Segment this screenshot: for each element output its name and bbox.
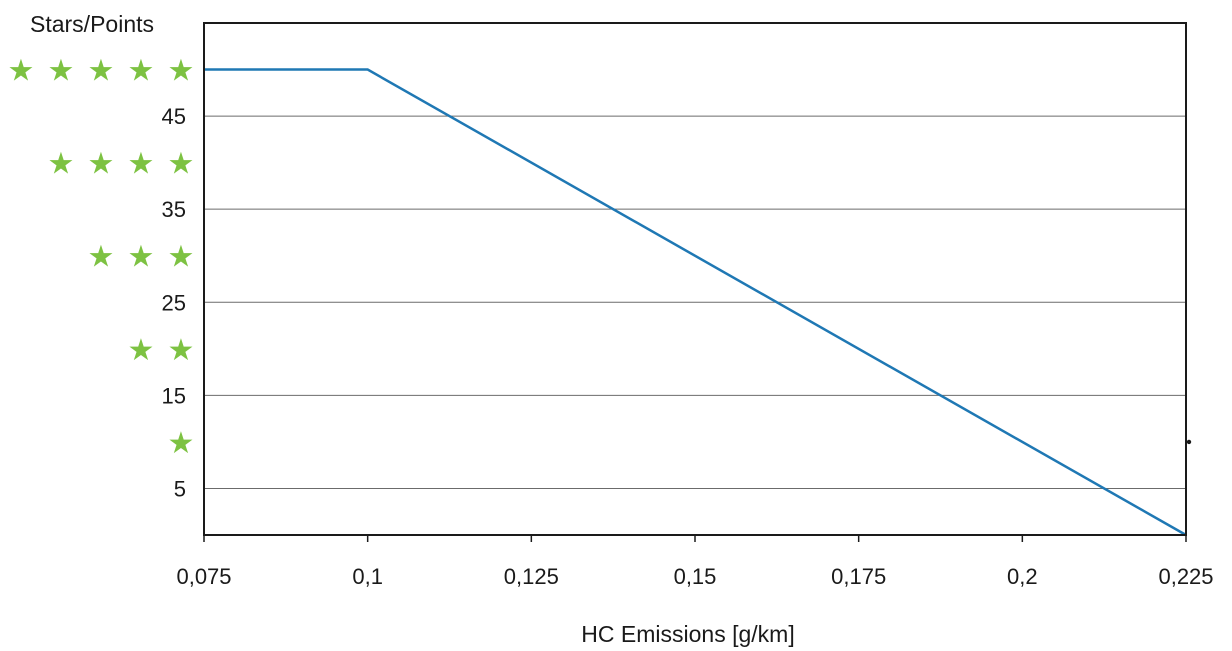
star-icon: ★ bbox=[168, 240, 195, 275]
x-tick-label: 0,15 bbox=[674, 564, 717, 589]
y-tick-label: 15 bbox=[162, 383, 186, 408]
x-axis-title: HC Emissions [g/km] bbox=[581, 621, 794, 647]
y-tick-label: 5 bbox=[174, 476, 186, 501]
star-icon: ★ bbox=[168, 147, 195, 182]
star-icon: ★ bbox=[48, 147, 75, 182]
star-icon: ★ bbox=[168, 333, 195, 368]
star-icon: ★ bbox=[168, 54, 195, 89]
star-icon: ★ bbox=[88, 147, 115, 182]
y-axis-ticks: 5 15 25 35 45 bbox=[162, 104, 186, 501]
x-tick-label: 0,1 bbox=[352, 564, 383, 589]
series-layer bbox=[204, 68, 1187, 537]
star-icon: ★ bbox=[168, 426, 195, 461]
series-line bbox=[204, 68, 1187, 537]
star-icon: ★ bbox=[48, 54, 75, 89]
star-icon: ★ bbox=[128, 240, 155, 275]
star-icon: ★ bbox=[128, 147, 155, 182]
star-icon: ★ bbox=[88, 240, 115, 275]
grid-lines bbox=[204, 115, 1186, 489]
x-tick-label: 0,125 bbox=[504, 564, 559, 589]
y-axis-title: Stars/Points bbox=[30, 11, 154, 37]
plot-frame bbox=[203, 22, 1192, 536]
plot-border bbox=[203, 22, 1187, 536]
y-tick-label: 35 bbox=[162, 197, 186, 222]
y-tick-label: 45 bbox=[162, 104, 186, 129]
star-icon: ★ bbox=[88, 54, 115, 89]
x-tick-label: 0,175 bbox=[831, 564, 886, 589]
x-tick-label: 0,2 bbox=[1007, 564, 1038, 589]
y-tick-label: 25 bbox=[162, 290, 186, 315]
x-tick-label: 0,225 bbox=[1158, 564, 1213, 589]
x-axis-ticks: 0,075 0,1 0,125 0,15 0,175 0,2 0,225 bbox=[176, 535, 1214, 589]
marker-dot bbox=[1186, 439, 1192, 445]
x-tick-label: 0,075 bbox=[176, 564, 231, 589]
star-icon: ★ bbox=[8, 54, 35, 89]
star-rating-labels: ★ ★ ★ ★ ★ ★ ★ ★ ★ ★ ★ ★ ★ ★ ★ bbox=[8, 54, 195, 461]
star-icon: ★ bbox=[128, 333, 155, 368]
star-icon: ★ bbox=[128, 54, 155, 89]
